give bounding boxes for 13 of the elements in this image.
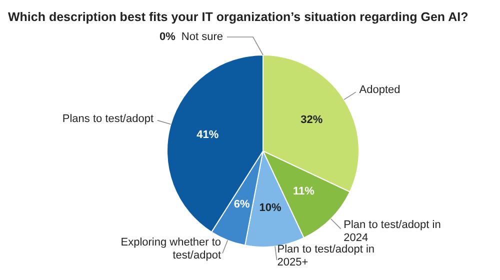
slice-label: Plan to test/adopt in 2025+: [277, 244, 375, 269]
slice-label: Exploring whether to test/adpot: [120, 236, 222, 262]
data-label: 6%: [234, 198, 250, 210]
data-label: 10%: [259, 202, 282, 214]
slice-label: Plan to test/adopt in 2024: [344, 219, 441, 244]
text: 0%: [160, 30, 176, 43]
data-label: 41%: [196, 128, 219, 141]
data-label: 32%: [300, 114, 323, 126]
chart-title: Which description best fits your IT organization’s situation regarding Gen AI?: [8, 10, 470, 24]
data-label: 11%: [293, 186, 315, 198]
slice-label: Plans to test/adopt: [62, 113, 154, 126]
slice-label: Adopted: [359, 84, 400, 96]
category-label: Not sure: [181, 30, 223, 43]
